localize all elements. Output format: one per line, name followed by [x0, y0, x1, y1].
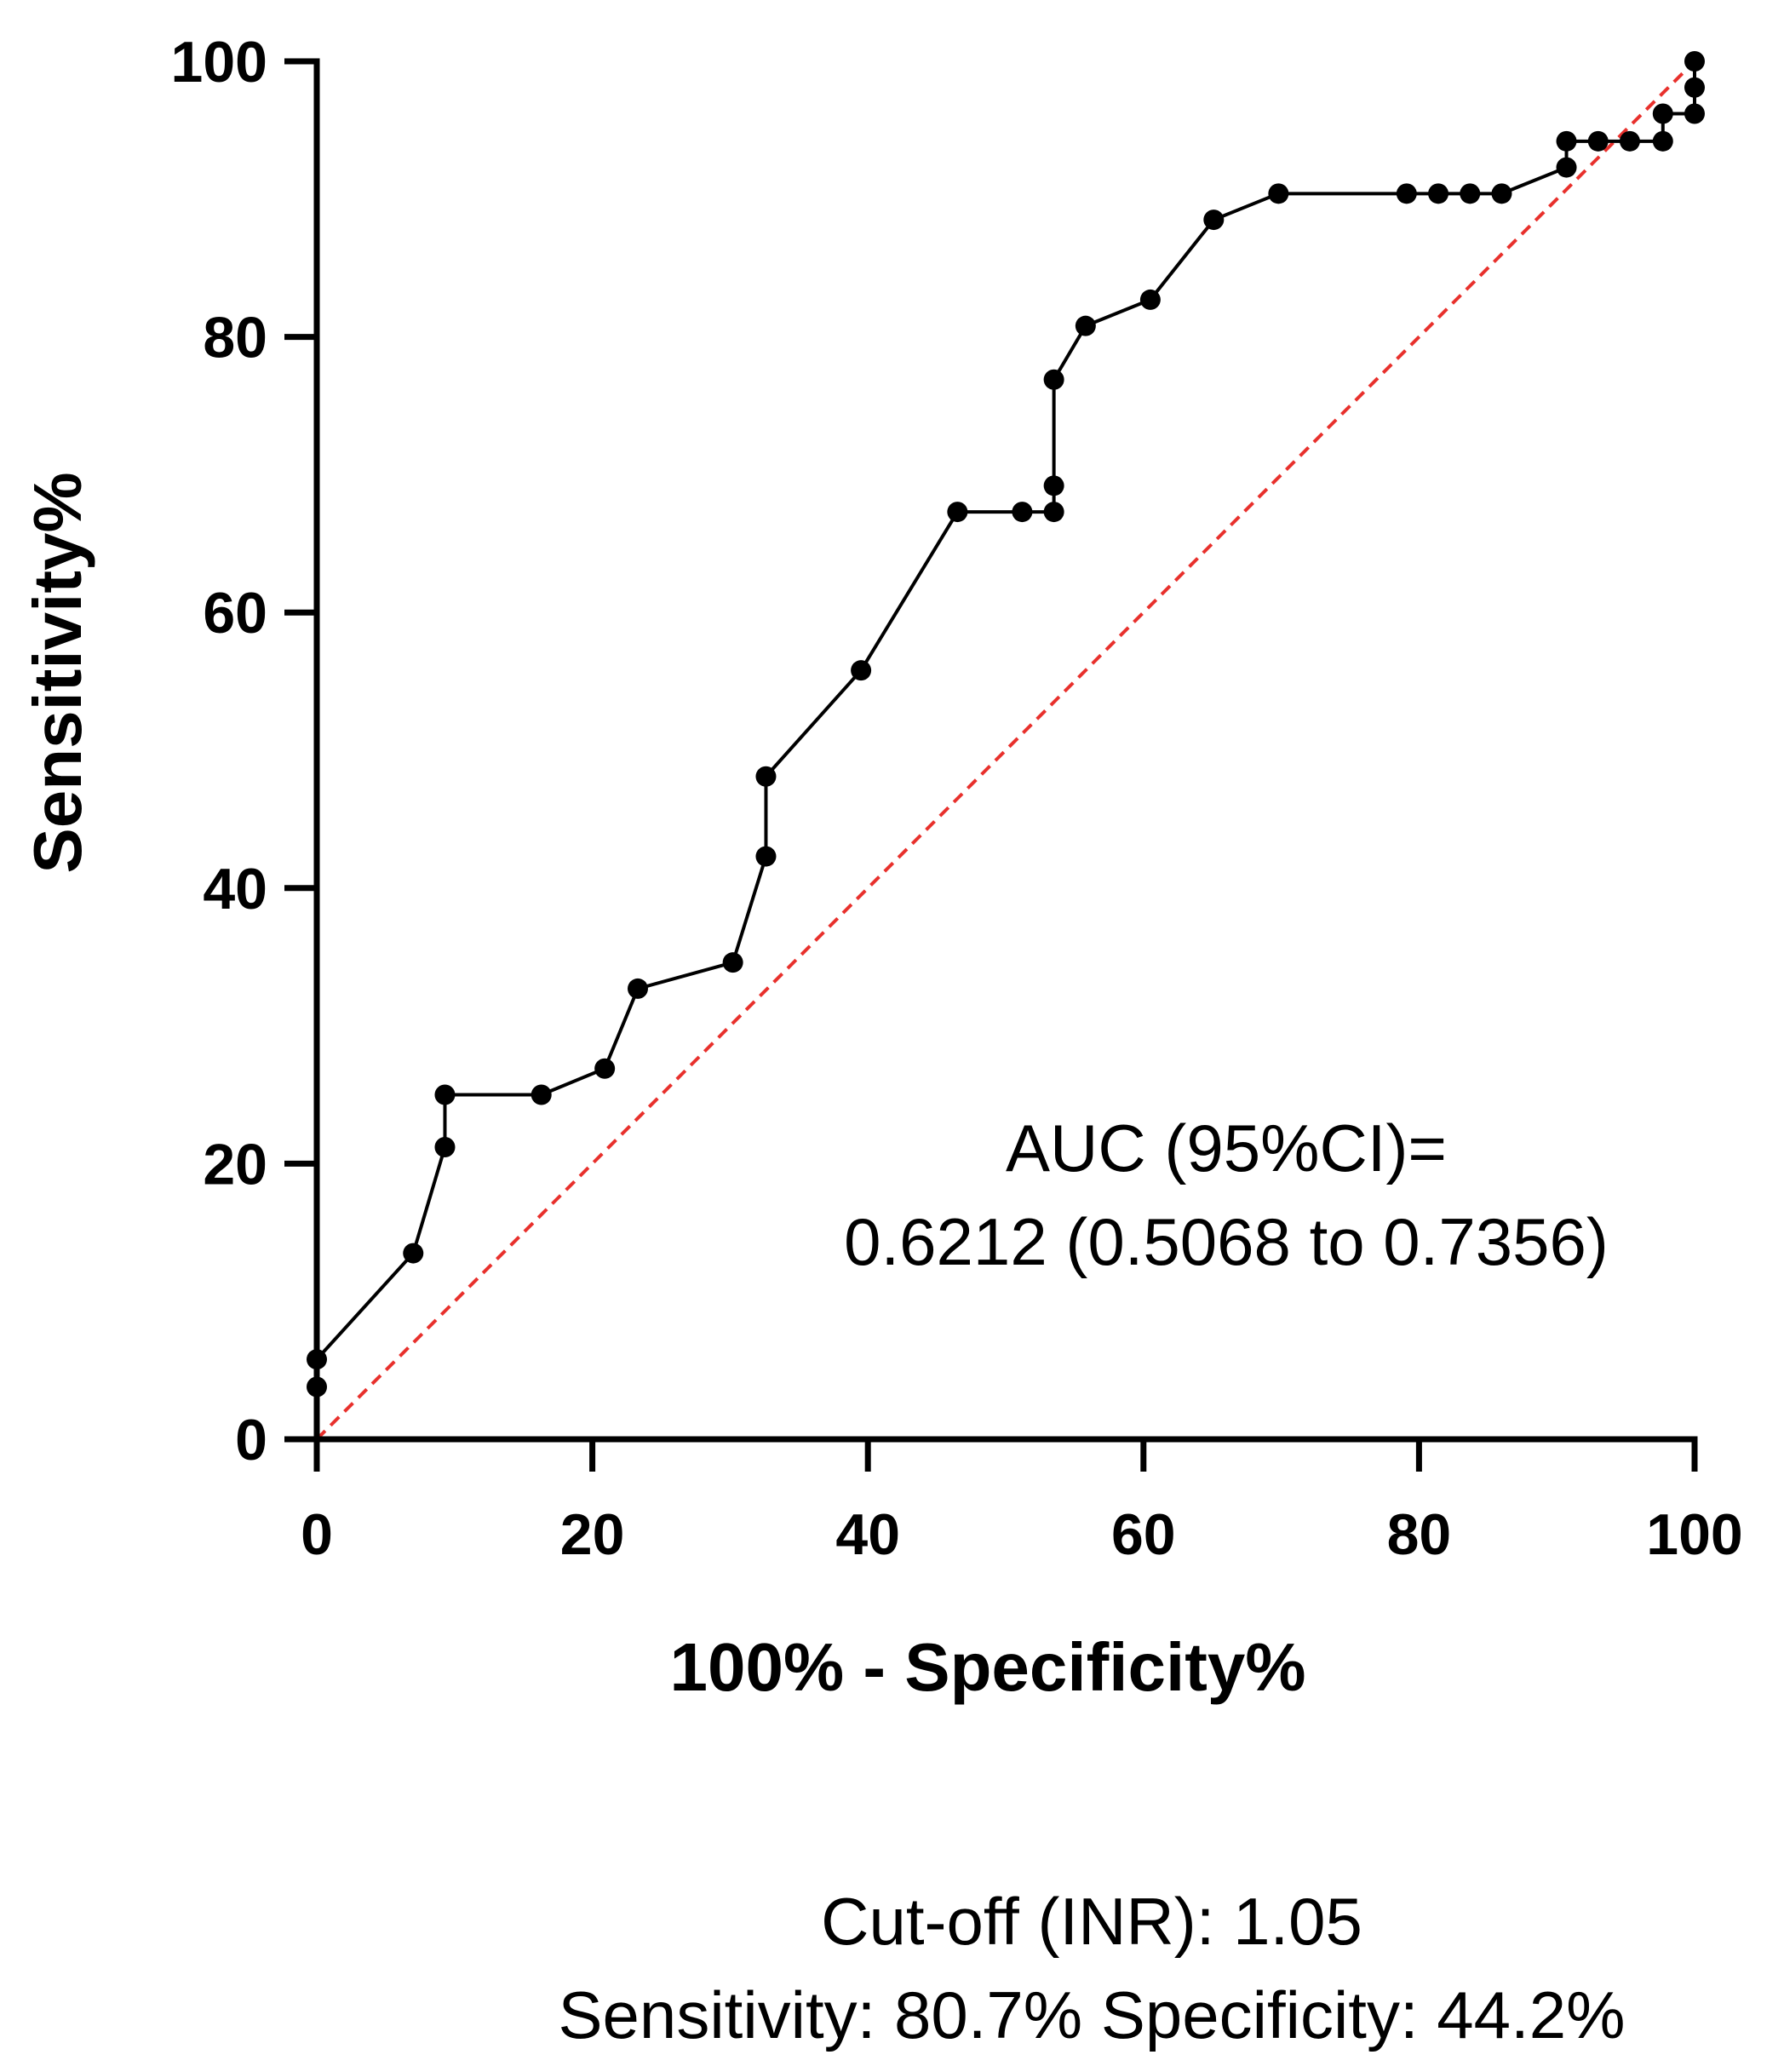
roc-point — [1012, 502, 1033, 523]
x-axis-title: 100% - Specificity% — [670, 1629, 1306, 1705]
x-tick-label: 100 — [1646, 1502, 1742, 1567]
y-tick-label: 40 — [203, 857, 267, 921]
roc-point — [403, 1243, 424, 1264]
roc-point — [434, 1084, 456, 1105]
x-tick-label: 0 — [301, 1502, 333, 1567]
roc-point — [947, 502, 968, 523]
x-tick-label: 20 — [560, 1502, 625, 1567]
axes — [284, 58, 1698, 1472]
auc-annotation-line2: 0.6212 (0.5068 to 0.7356) — [844, 1204, 1609, 1279]
roc-curve-layer — [307, 51, 1705, 1398]
roc-point — [1396, 183, 1417, 204]
sensitivity-specificity-text: Sensitivity: 80.7% Specificity: 44.2% — [559, 1977, 1626, 2052]
y-tick-label: 80 — [203, 306, 267, 370]
roc-point — [531, 1084, 552, 1105]
cutoff-text: Cut-off (INR): 1.05 — [821, 1884, 1362, 1959]
roc-point — [1652, 130, 1673, 152]
roc-point — [755, 846, 777, 867]
roc-point — [1684, 103, 1705, 124]
roc-point — [1268, 183, 1289, 204]
roc-point — [1684, 77, 1705, 98]
roc-point — [755, 766, 777, 787]
auc-annotation-line1: AUC (95%CI)= — [1006, 1111, 1447, 1185]
roc-point — [627, 978, 648, 999]
y-tick-label: 60 — [203, 581, 267, 646]
x-tick-label: 40 — [835, 1502, 900, 1567]
roc-point — [1043, 502, 1064, 523]
y-tick-label: 100 — [171, 30, 267, 95]
tick-labels: 0 20 40 60 80 100 0 20 40 60 80 100 — [171, 30, 1743, 1567]
roc-point — [307, 1349, 327, 1370]
roc-curve-line — [315, 61, 1696, 1387]
roc-point — [1075, 315, 1096, 336]
roc-point — [1139, 289, 1161, 310]
roc-point — [1043, 369, 1064, 390]
roc-point — [1556, 130, 1577, 152]
roc-point — [851, 660, 872, 681]
roc-point — [1684, 51, 1705, 72]
roc-point — [594, 1058, 616, 1079]
reference-diagonal-line — [315, 60, 1696, 1441]
reference-line-layer — [315, 60, 1696, 1441]
roc-point — [1460, 183, 1481, 204]
y-tick-label: 20 — [203, 1132, 267, 1197]
x-tick-label: 80 — [1387, 1502, 1452, 1567]
y-axis-title: Sensitivity% — [20, 472, 95, 873]
y-tick-label: 0 — [235, 1408, 267, 1472]
roc-point — [722, 952, 743, 973]
roc-point — [1043, 475, 1064, 496]
x-tick-label: 60 — [1111, 1502, 1176, 1567]
roc-point — [1587, 130, 1609, 152]
roc-point — [307, 1376, 327, 1398]
roc-point — [1556, 157, 1577, 178]
roc-point — [1619, 130, 1640, 152]
roc-point — [1491, 183, 1512, 204]
roc-point — [1203, 209, 1225, 231]
roc-point — [1428, 183, 1449, 204]
roc-point — [434, 1136, 456, 1157]
roc-point — [1652, 103, 1673, 124]
